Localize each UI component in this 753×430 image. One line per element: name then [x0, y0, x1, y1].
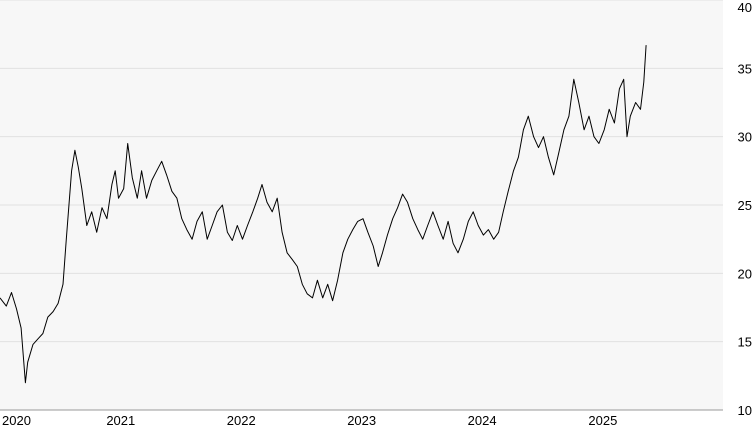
y-tick-label: 10	[738, 403, 752, 418]
y-tick-label: 20	[738, 266, 752, 281]
x-tick-label: 2024	[468, 413, 497, 428]
y-tick-label: 40	[738, 0, 752, 15]
gridlines	[0, 0, 723, 343]
series-line-0	[0, 45, 647, 384]
x-tick-label: 2025	[588, 413, 617, 428]
x-tick-label: 2022	[227, 413, 256, 428]
x-tick-label: 2020	[2, 413, 31, 428]
y-tick-label: 25	[738, 198, 752, 213]
y-axis: 10 15 20 25 30 35 40	[738, 0, 752, 418]
x-axis: 2020 2021 2022 2023 2024 2025	[2, 413, 617, 428]
x-tick-label: 2021	[106, 413, 135, 428]
y-tick-label: 35	[738, 61, 752, 76]
x-tick-label: 2023	[347, 413, 376, 428]
y-tick-label: 30	[738, 130, 752, 145]
series-layer	[0, 45, 647, 384]
y-tick-label: 15	[738, 335, 752, 350]
